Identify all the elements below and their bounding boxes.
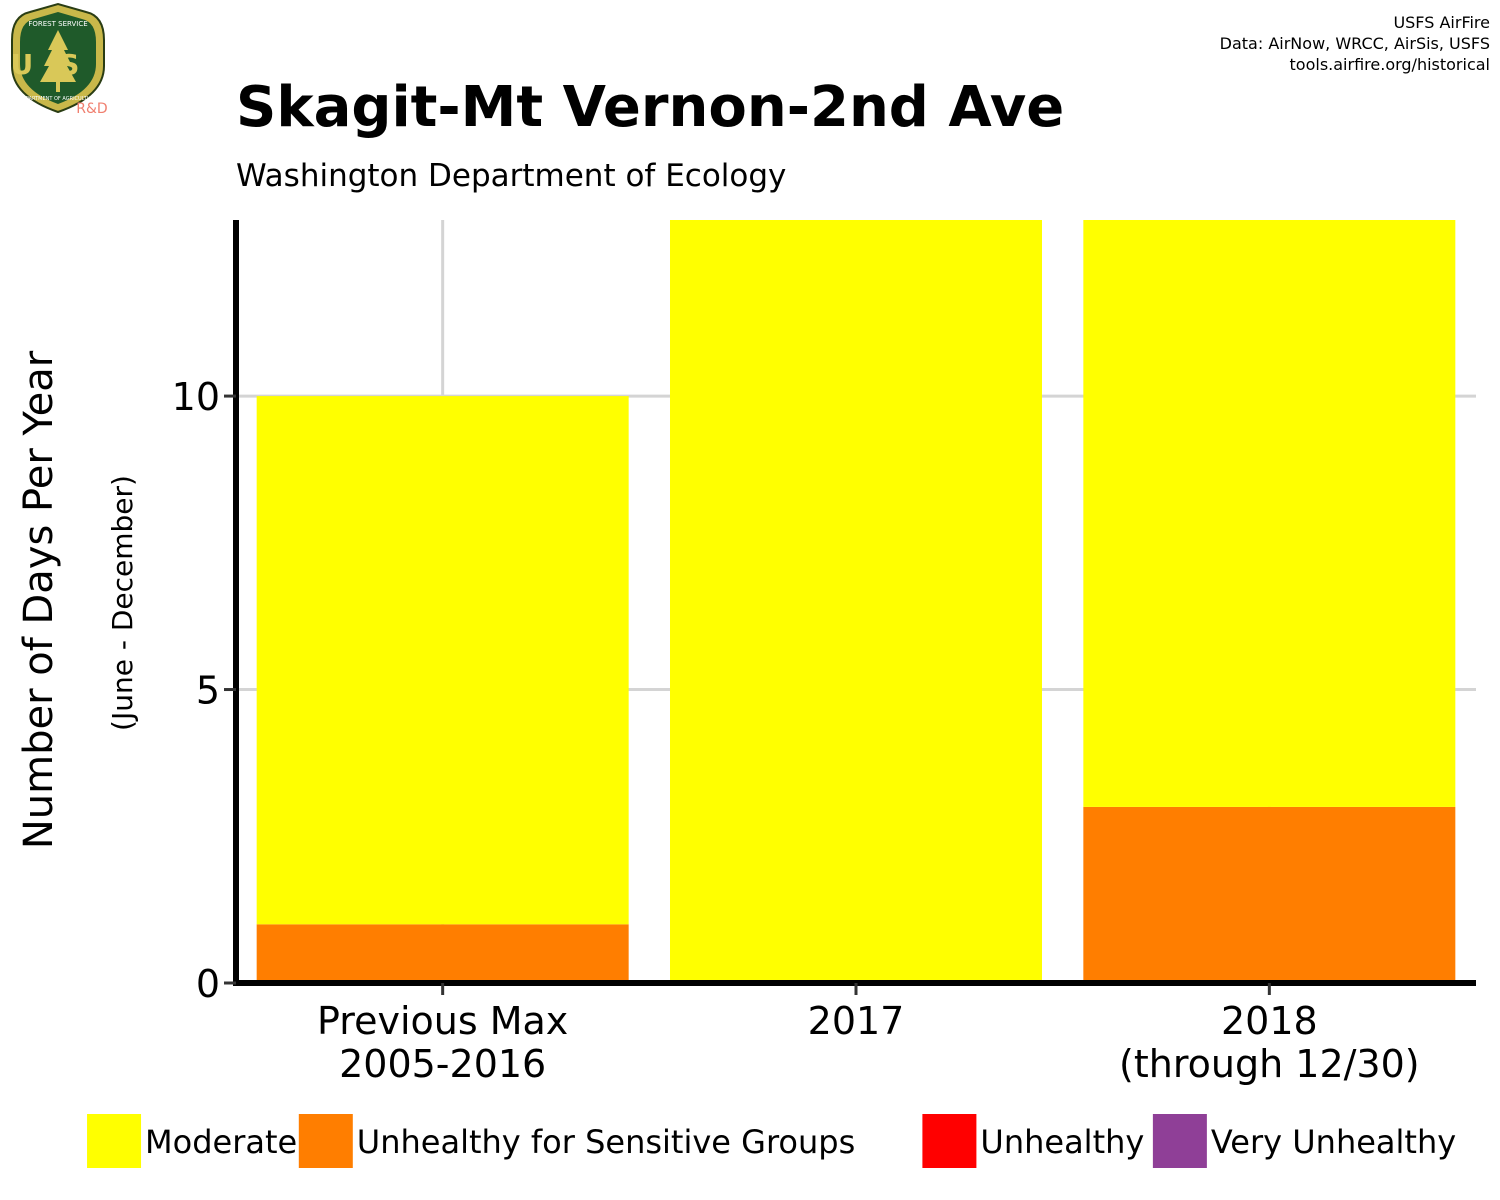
bar-moderate-1 (670, 220, 1042, 983)
axes (224, 220, 1476, 995)
y-axis-sublabel: (June - December) (106, 475, 139, 731)
bar-unhealthy-for-sensitive-groups-0 (256, 924, 629, 983)
logo-bottom-text: DEPARTMENT OF AGRICULTURE (19, 96, 97, 102)
legend-label-unhealthy: Unhealthy (980, 1123, 1144, 1161)
y-tick-label-5: 5 (196, 669, 220, 713)
x-tick-label-2-line-0: 2018 (1221, 999, 1318, 1043)
legend-swatch-unhealthy (922, 1114, 977, 1168)
logo-letters: US (11, 48, 106, 81)
legend-swatch-unhealthy-for-sensitive-groups (298, 1114, 353, 1168)
bar-moderate-0 (256, 396, 629, 925)
x-tick-label-2-line-1: (through 12/30) (1119, 1042, 1420, 1086)
legend-label-very-unhealthy: Very Unhealthy (1211, 1123, 1456, 1161)
logo-rd-tag: R&D (76, 101, 107, 117)
legend-swatch-very-unhealthy (1152, 1114, 1207, 1168)
legend-label-unhealthy-for-sensitive-groups: Unhealthy for Sensitive Groups (357, 1123, 855, 1161)
x-tick-label-0-line-0: Previous Max (317, 999, 568, 1043)
y-tick-label-0: 0 (196, 962, 220, 1006)
forest-service-logo: US FOREST SERVICE DEPARTMENT OF AGRICULT… (11, 2, 108, 117)
chart-title: Skagit-Mt Vernon-2nd Ave (236, 75, 1064, 140)
x-tick-label-1-line-0: 2017 (808, 999, 905, 1043)
credit-line-2: Data: AirNow, WRCC, AirSis, USFS (1220, 34, 1490, 53)
x-tick-label-0-line-1: 2005-2016 (339, 1042, 546, 1086)
bar-unhealthy-for-sensitive-groups-2 (1083, 806, 1456, 983)
y-axis-label: Number of Days Per Year (16, 350, 62, 849)
y-tick-labels: 0 5 10 (172, 375, 220, 1006)
credit-line-3: tools.airfire.org/historical (1290, 55, 1490, 74)
bar-moderate-2 (1083, 220, 1456, 807)
legend-swatch-moderate (87, 1114, 142, 1168)
legend-label-moderate: Moderate (145, 1123, 297, 1161)
credit-line-1: USFS AirFire (1393, 13, 1490, 32)
y-tick-label-10: 10 (172, 375, 220, 419)
bars (256, 220, 1456, 983)
legend: Moderate Unhealthy for Sensitive Groups Un… (87, 1114, 1456, 1168)
chart-subtitle: Washington Department of Ecology (236, 158, 786, 194)
logo-top-text: FOREST SERVICE (28, 20, 87, 28)
